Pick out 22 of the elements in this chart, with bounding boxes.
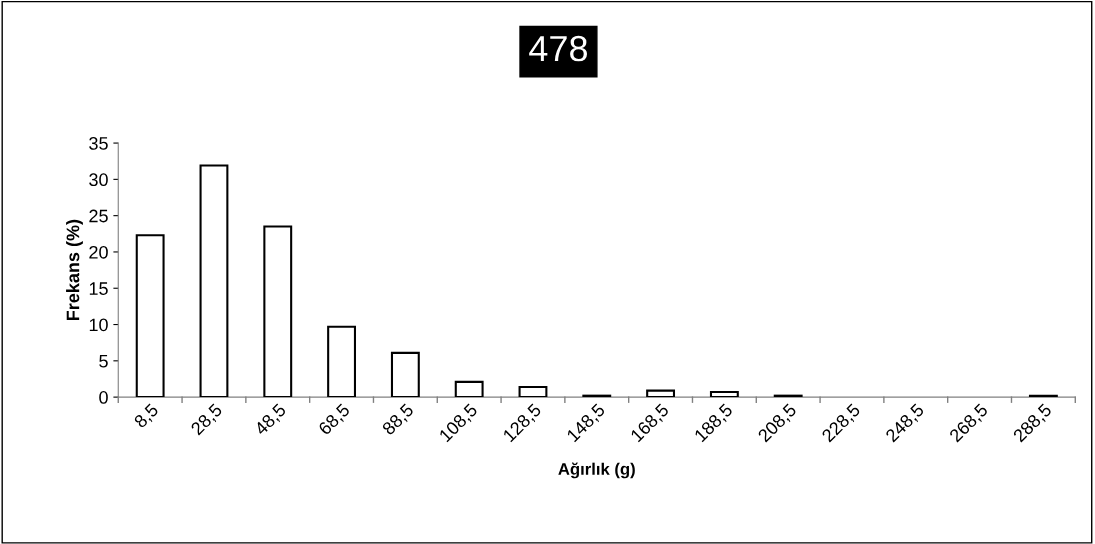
bar bbox=[327, 325, 357, 398]
y-tick-label: 5 bbox=[99, 354, 108, 368]
bar bbox=[199, 164, 229, 398]
bar bbox=[518, 385, 548, 398]
y-tick-label: 0 bbox=[99, 391, 108, 404]
y-tick-label: 10 bbox=[89, 318, 108, 332]
x-axis-title: Ağırlık (g) bbox=[558, 462, 635, 479]
x-tick-label: 8,5 bbox=[133, 402, 161, 431]
bar bbox=[390, 351, 420, 398]
bar bbox=[646, 389, 676, 398]
y-tick-label: 30 bbox=[89, 173, 108, 187]
y-tick-label: 15 bbox=[89, 282, 108, 295]
bar bbox=[454, 380, 484, 398]
y-tick-label: 20 bbox=[89, 245, 108, 259]
bar bbox=[709, 391, 739, 398]
y-tick-label: 25 bbox=[89, 209, 108, 223]
bar bbox=[135, 234, 165, 398]
y-axis-title: Frekans (%) bbox=[66, 219, 83, 321]
y-tick-label: 35 bbox=[89, 137, 108, 150]
x-tick-label: 68,5 bbox=[317, 402, 352, 438]
bar bbox=[263, 225, 293, 398]
chart-title: 478 bbox=[529, 35, 588, 62]
